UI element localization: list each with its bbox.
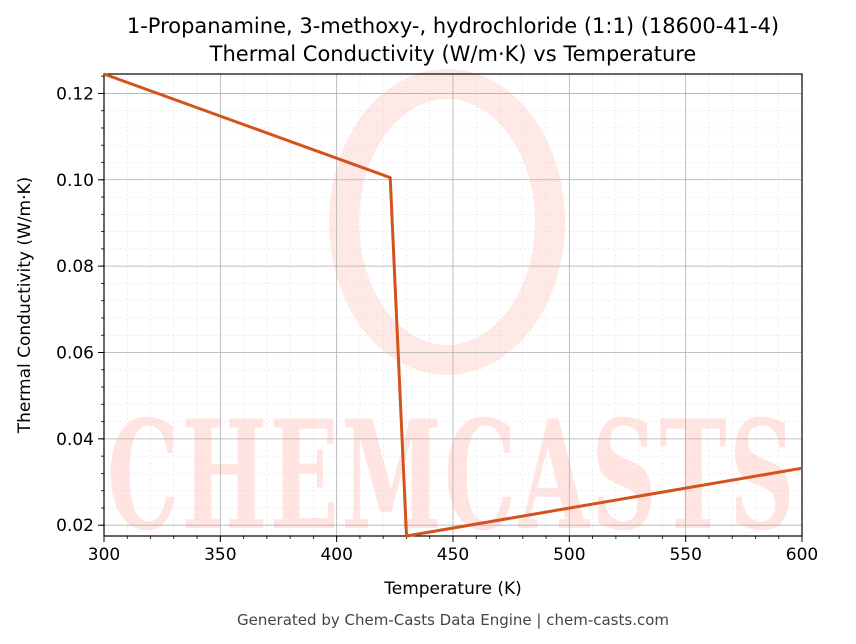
y-tick-label: 0.12 xyxy=(56,84,94,104)
y-tick-label: 0.06 xyxy=(56,343,94,363)
watermark: CHEMCASTS xyxy=(107,69,797,564)
x-tick-label: 450 xyxy=(437,545,469,565)
y-tick-label: 0.02 xyxy=(56,516,94,536)
series-layer xyxy=(103,72,803,538)
y-tick-label: 0.10 xyxy=(56,171,94,191)
y-tick-label: 0.04 xyxy=(56,430,94,450)
watermark-text: CHEMCASTS xyxy=(107,388,797,564)
x-axis-ticks: 300 350 400 450 500 550 600 xyxy=(88,536,818,565)
y-tick-label: 0.08 xyxy=(56,257,94,277)
series-line xyxy=(103,72,803,538)
x-axis-label: Temperature (K) xyxy=(383,579,522,599)
y-axis-label: Thermal Conductivity (W/m·K) xyxy=(15,177,35,435)
x-tick-label: 500 xyxy=(553,545,585,565)
major-grid xyxy=(103,74,803,536)
watermark-logo-ring xyxy=(329,69,565,375)
x-tick-label: 550 xyxy=(669,545,701,565)
chart-title: 1-Propanamine, 3-methoxy-, hydrochloride… xyxy=(127,14,779,38)
y-axis-ticks: 0.02 0.04 0.06 0.08 0.10 0.12 xyxy=(56,75,104,536)
x-tick-label: 400 xyxy=(320,545,352,565)
x-tick-label: 600 xyxy=(786,545,818,565)
footer-credit: Generated by Chem-Casts Data Engine | ch… xyxy=(237,611,669,629)
x-tick-label: 300 xyxy=(88,545,120,565)
chart-subtitle: Thermal Conductivity (W/m·K) vs Temperat… xyxy=(209,42,697,66)
x-tick-label: 350 xyxy=(204,545,236,565)
